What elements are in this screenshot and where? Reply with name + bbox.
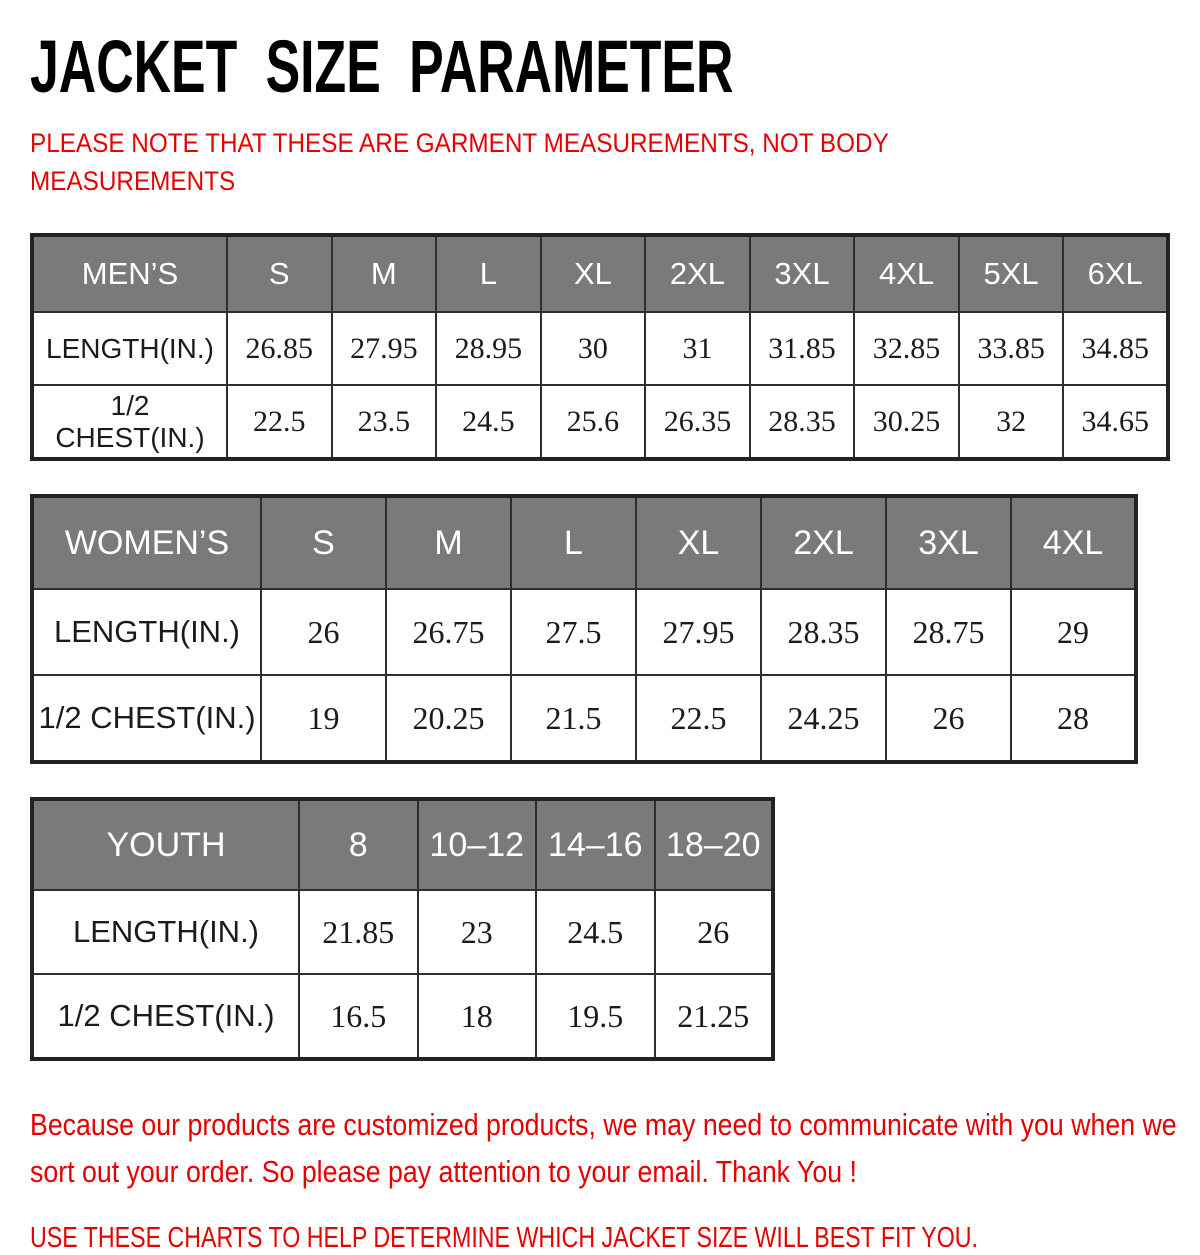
womens-value-cell: 28.35	[760, 588, 887, 676]
womens-row-label-cell: 1/2 CHEST(IN.)	[31, 674, 262, 763]
mens-size-header-cell: 2XL	[644, 234, 751, 313]
youth-value-cell: 24.5	[535, 889, 656, 975]
youth-value-cell: 21.25	[653, 973, 774, 1060]
youth-value-cell: 16.5	[298, 973, 419, 1060]
youth-size-header-cell: 8	[298, 798, 419, 891]
womens-value-cell: 20.25	[385, 674, 512, 763]
womens-size-header-cell: 4XL	[1010, 495, 1137, 590]
womens-table-row: LENGTH(IN.) 26 26.75 27.5 27.95 28.35 28.75 29	[31, 588, 1137, 676]
mens-value-cell: 34.65	[1062, 384, 1169, 460]
mens-value-cell: 28.95	[435, 311, 542, 386]
mens-value-cell: 32.85	[853, 311, 960, 386]
mens-value-cell: 28.35	[748, 384, 856, 460]
mens-value-cell: 27.95	[330, 311, 438, 386]
mens-size-header-cell: 4XL	[853, 234, 960, 313]
womens-value-cell: 28	[1010, 674, 1137, 763]
mens-value-cell: 25.6	[539, 384, 647, 460]
mens-size-header-cell: 5XL	[957, 234, 1065, 313]
womens-value-cell: 26	[885, 674, 1012, 763]
womens-value-cell: 29	[1010, 588, 1137, 676]
youth-size-header-cell: 14–16	[535, 798, 656, 891]
mens-value-cell: 24.5	[435, 384, 542, 460]
womens-value-cell: 28.75	[885, 588, 1012, 676]
mens-size-header-cell: S	[226, 234, 333, 313]
mens-size-header-cell: 3XL	[748, 234, 856, 313]
womens-size-header-cell: L	[510, 495, 637, 590]
mens-table-row: 1/2 CHEST(IN.) 22.5 23.5 24.5 25.6 26.35 28.35…	[31, 384, 1169, 460]
usage-instruction: USE THESE CHARTS TO HELP DETERMINE WHICH…	[30, 1222, 978, 1254]
womens-value-cell: 26.75	[385, 588, 512, 676]
womens-header-row: WOMEN’S S M L XL 2XL 3XL 4XL	[31, 495, 1137, 590]
womens-size-table: WOMEN’S S M L XL 2XL 3XL 4XL LENGTH(IN.) 26 26.75 2…	[30, 494, 1138, 764]
womens-size-header-cell: 2XL	[760, 495, 887, 590]
youth-table-title-cell: YOUTH	[31, 798, 300, 891]
womens-size-header-cell: XL	[635, 495, 762, 590]
womens-table-title-cell: WOMEN’S	[31, 495, 262, 590]
womens-size-header-cell: M	[385, 495, 512, 590]
youth-size-header-cell: 10–12	[416, 798, 537, 891]
womens-table-row: 1/2 CHEST(IN.) 19 20.25 21.5 22.5 24.25 26 28	[31, 674, 1137, 763]
womens-value-cell: 26	[260, 588, 387, 676]
page-title-text: JACKET SIZE PARAMETER	[30, 25, 734, 108]
size-tables-container: MEN’S S M L XL 2XL 3XL 4XL 5XL 6XL LENGTH(IN.) 26.8…	[30, 233, 1200, 1061]
mens-size-table: MEN’S S M L XL 2XL 3XL 4XL 5XL 6XL LENGTH(IN.) 26.8…	[30, 233, 1170, 461]
youth-row-label-cell: LENGTH(IN.)	[31, 889, 300, 975]
youth-row-label-cell: 1/2 CHEST(IN.)	[31, 973, 300, 1060]
mens-value-cell: 32	[957, 384, 1065, 460]
mens-value-cell: 30	[539, 311, 647, 386]
womens-row-label-cell: LENGTH(IN.)	[31, 588, 262, 676]
youth-table-row: LENGTH(IN.) 21.85 23 24.5 26	[31, 889, 774, 975]
youth-size-table: YOUTH 8 10–12 14–16 18–20 LENGTH(IN.) 21.85 23 2…	[30, 797, 775, 1061]
womens-value-cell: 21.5	[510, 674, 637, 763]
page-title: JACKET SIZE PARAMETER	[30, 24, 1200, 112]
mens-value-cell: 33.85	[957, 311, 1065, 386]
womens-value-cell: 22.5	[635, 674, 762, 763]
mens-value-cell: 22.5	[226, 384, 333, 460]
mens-size-header-cell: L	[435, 234, 542, 313]
womens-value-cell: 24.25	[760, 674, 887, 763]
customization-notice: Because our products are customized prod…	[30, 1107, 1177, 1189]
mens-value-cell: 26.35	[644, 384, 751, 460]
womens-size-header-cell: S	[260, 495, 387, 590]
youth-value-cell: 18	[416, 973, 537, 1060]
mens-value-cell: 31.85	[748, 311, 856, 386]
mens-value-cell: 26.85	[226, 311, 333, 386]
mens-row-label-cell: LENGTH(IN.)	[31, 311, 228, 386]
womens-size-header-cell: 3XL	[885, 495, 1012, 590]
womens-value-cell: 27.5	[510, 588, 637, 676]
mens-value-cell: 23.5	[330, 384, 438, 460]
youth-value-cell: 21.85	[298, 889, 419, 975]
womens-value-cell: 19	[260, 674, 387, 763]
mens-value-cell: 34.85	[1062, 311, 1169, 386]
youth-value-cell: 19.5	[535, 973, 656, 1060]
youth-header-row: YOUTH 8 10–12 14–16 18–20	[31, 798, 774, 891]
mens-size-header-cell: M	[330, 234, 438, 313]
mens-table-row: LENGTH(IN.) 26.85 27.95 28.95 30 31 31.85 32.85…	[31, 311, 1169, 386]
mens-size-header-cell: XL	[539, 234, 647, 313]
mens-row-label-cell: 1/2 CHEST(IN.)	[31, 384, 228, 460]
mens-table-title-cell: MEN’S	[31, 234, 228, 313]
youth-size-header-cell: 18–20	[653, 798, 774, 891]
youth-table-row: 1/2 CHEST(IN.) 16.5 18 19.5 21.25	[31, 973, 774, 1060]
mens-value-cell: 30.25	[853, 384, 960, 460]
garment-measurement-note: PLEASE NOTE THAT THESE ARE GARMENT MEASU…	[30, 128, 889, 196]
womens-value-cell: 27.95	[635, 588, 762, 676]
youth-value-cell: 23	[416, 889, 537, 975]
mens-value-cell: 31	[644, 311, 751, 386]
mens-header-row: MEN’S S M L XL 2XL 3XL 4XL 5XL 6XL	[31, 234, 1169, 313]
mens-size-header-cell: 6XL	[1062, 234, 1169, 313]
youth-value-cell: 26	[653, 889, 774, 975]
